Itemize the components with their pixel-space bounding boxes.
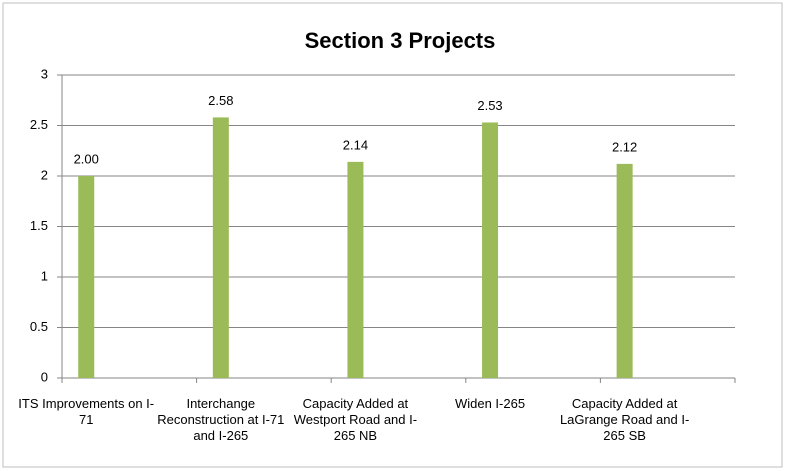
y-tick-label: 1.5 <box>30 218 48 233</box>
x-tick-label-box: ITS Improvements on I-71 <box>18 396 155 427</box>
bar <box>78 176 95 378</box>
bar <box>616 163 633 378</box>
chart-title: Section 3 Projects <box>305 28 496 53</box>
x-tick-label-box: Capacity Added at LaGrange Road and I-26… <box>559 396 690 443</box>
value-label: 2.12 <box>612 139 637 154</box>
bar <box>482 122 499 378</box>
y-tick-label: 3 <box>41 66 48 81</box>
x-tick-label: Capacity Added at LaGrange Road and I-26… <box>559 396 690 443</box>
x-tick-label: ITS Improvements on I-71 <box>18 396 155 427</box>
x-tick-label-box: Interchange Reconstruction at I-71 and I… <box>157 396 285 443</box>
y-tick-label: 1 <box>41 268 48 283</box>
y-tick-label: 2.5 <box>30 117 48 132</box>
value-label: 2.14 <box>343 137 368 152</box>
y-tick-label: 0 <box>41 369 48 384</box>
x-tick-label: Interchange Reconstruction at I-71 and I… <box>157 396 285 443</box>
y-tick-label: 0.5 <box>30 319 48 334</box>
value-label: 2.00 <box>74 151 99 166</box>
value-label: 2.53 <box>477 98 502 113</box>
x-tick-label-box: Capacity Added at Westport Road and I-26… <box>293 396 418 443</box>
bar <box>212 117 229 379</box>
x-tick-label: Capacity Added at Westport Road and I-26… <box>293 396 418 443</box>
bar <box>347 161 364 378</box>
x-tick-label: Widen I-265 <box>454 396 526 411</box>
x-tick-label-box: Widen I-265 <box>454 396 526 411</box>
y-tick-label: 2 <box>41 167 48 182</box>
value-label: 2.58 <box>208 93 233 108</box>
